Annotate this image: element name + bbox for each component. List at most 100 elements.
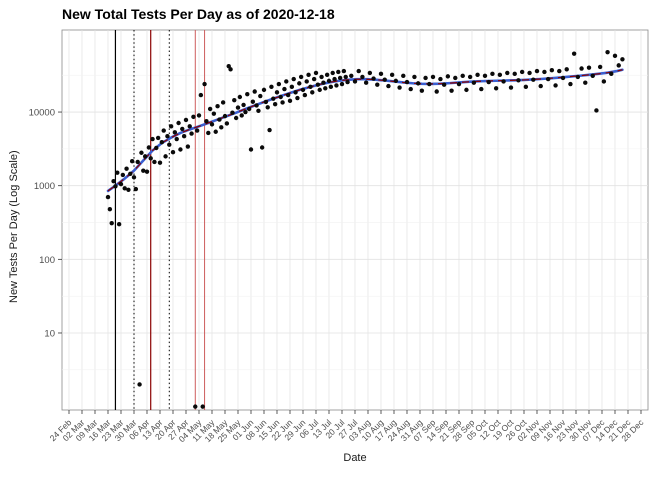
data-point [512,71,517,77]
data-point [616,63,621,68]
data-point [560,75,566,81]
data-point [163,154,168,159]
data-point [549,67,555,73]
data-point [217,117,222,122]
data-point [124,166,129,171]
data-point [196,113,202,118]
data-point [280,100,285,105]
data-point [389,72,395,78]
data-point [109,220,114,226]
data-point [538,83,543,89]
data-point [170,149,176,155]
data-point [308,84,313,90]
data-point [586,65,592,70]
data-point [471,80,477,85]
dashed-fit-line [107,69,623,192]
data-point [423,75,428,81]
data-point [523,84,529,90]
data-point [115,170,120,175]
data-point [176,120,181,126]
data-point [300,87,306,93]
data-point [144,169,150,174]
data-point [137,382,142,387]
data-point [575,74,581,80]
data-point [293,90,298,95]
data-point [228,67,233,72]
data-point [564,67,569,72]
data-point [274,90,280,95]
data-point [453,75,458,81]
data-point [139,150,144,155]
data-point [321,80,326,85]
data-point [209,122,215,127]
data-point [157,160,163,165]
data-point [142,154,148,159]
data-point [497,72,503,78]
data-point [356,68,361,74]
data-point [323,86,328,91]
data-point [375,82,380,87]
data-point [449,88,454,93]
data-point [191,114,196,120]
data-point [306,72,311,78]
data-point [235,105,241,110]
data-point [167,142,172,147]
data-point [386,83,391,89]
data-point [404,79,410,85]
data-point [371,76,376,81]
data-point [295,95,300,101]
data-point [334,83,339,88]
data-point [258,93,263,99]
data-point [337,75,343,81]
data-point [319,74,324,80]
data-point [609,71,614,77]
data-point [252,89,257,94]
data-point [401,73,406,79]
data-point [393,78,399,84]
data-point [519,69,525,75]
data-point [287,98,293,104]
data-point [336,69,341,75]
data-point [343,74,348,80]
data-point [352,79,358,84]
data-point [315,82,321,87]
data-point [126,187,131,192]
data-point [113,184,118,189]
data-point [161,128,166,133]
data-point [259,145,265,150]
data-point [261,87,267,93]
data-point [233,115,239,121]
data-point [129,159,135,164]
data-point [460,73,465,79]
data-point [378,71,384,77]
data-point [269,84,274,90]
data-point [254,103,259,108]
data-point [531,77,536,82]
data-point [620,57,625,62]
data-point [152,159,157,165]
data-point [324,72,330,78]
data-point [206,130,211,136]
data-point [271,96,276,101]
data-point [579,66,584,71]
data-point [248,147,254,152]
data-point [304,79,309,84]
data-point [419,88,425,93]
y-tick-label: 10 [44,328,55,339]
data-point [107,206,113,212]
data-point [464,87,469,93]
data-point [310,90,315,95]
y-tick-label: 10000 [29,108,55,119]
data-point [111,179,116,184]
data-point [571,51,577,56]
data-point [241,102,246,108]
data-point [349,73,354,79]
data-point [211,111,217,116]
data-point [200,404,205,409]
data-point [597,64,603,70]
data-point [174,136,179,142]
x-axis-title: Date [343,452,367,464]
data-point [245,91,250,97]
data-point [267,127,272,133]
data-point [141,168,146,173]
